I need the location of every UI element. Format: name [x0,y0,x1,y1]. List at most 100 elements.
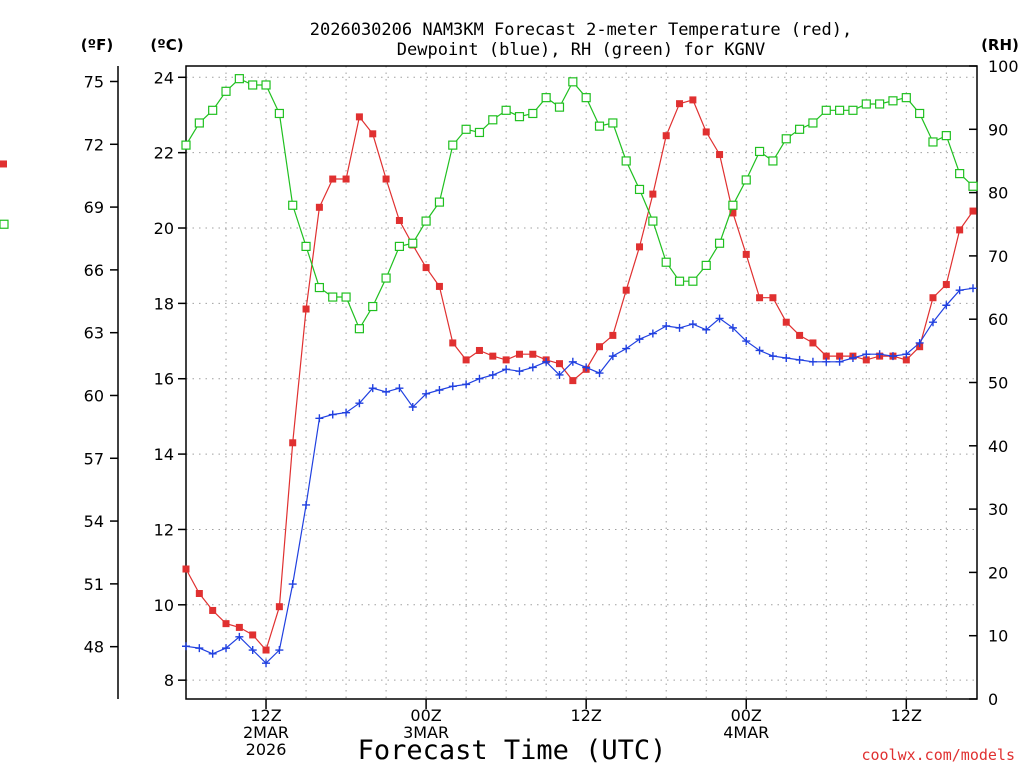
rh-point [0,219,9,229]
temperature-point [195,590,203,597]
grid-lines [186,66,977,699]
rh-point [421,216,431,226]
time-tick-label: 00Z [410,706,441,725]
fahrenheit-tick-label: 69 [84,198,104,217]
fahrenheit-tick-label: 63 [84,324,104,343]
rh-point [835,105,845,115]
rh-point [221,86,231,96]
dewpoint-point [808,357,817,366]
dewpoint-point [502,365,511,374]
dewpoint-point [395,384,404,393]
rh-point [448,140,458,150]
rh-axis: 0 10 20 30 40 50 60 70 80 90 100 [969,57,1019,709]
temperature-point [969,207,977,215]
rh-point [368,301,378,312]
rh-point [594,121,605,131]
dewpoint-point [542,357,551,366]
temperature-point [0,160,7,168]
temperature-point [529,350,537,358]
temperature-point [435,282,443,290]
temperature-point [515,350,523,358]
temperature-point [729,209,737,217]
dewpoint-point [302,500,311,509]
dewpoint-point [248,646,257,655]
dewpoint-point [728,323,737,332]
fahrenheit-axis: 48 51 54 57 60 63 66 69 72 75 [84,72,118,657]
rh-tick-label: 70 [988,247,1008,266]
rh-point [381,273,391,283]
rh-point [701,260,711,270]
temperature-point [769,294,777,302]
time-tick-label: 2MAR [243,723,289,742]
temperature-point [235,623,243,631]
temperature-point [809,339,817,347]
celsius-tick-label: 10 [154,596,174,615]
dewpoint-point [928,318,937,327]
temperature-point [862,356,870,364]
rh-point [901,93,911,103]
rh-tick-label: 30 [988,500,1008,519]
dewpoint-point [955,286,964,295]
temperature-point [836,352,844,360]
rh-line [185,77,974,331]
rh-point [848,105,858,115]
dewpoint-point [662,321,671,330]
dewpoint-point [568,357,577,366]
rh-point [621,156,631,166]
rh-point [955,169,965,179]
rh-tick-label: 0 [988,690,998,709]
fahrenheit-tick-label: 75 [84,72,104,91]
temperature-point [902,356,910,364]
rh-point [301,241,311,252]
rh-point [581,93,591,103]
temperature-point [475,346,483,354]
rh-tick-label: 10 [988,627,1008,646]
dewpoint-point [222,644,231,653]
dewpoint-point [382,387,391,396]
fahrenheit-tick-label: 60 [84,386,104,405]
rh-point [741,175,751,185]
rh-point [728,200,738,210]
fahrenheit-tick-label: 51 [84,575,104,594]
dewpoint-point [635,335,644,344]
dewpoint-point [848,354,857,363]
rh-point [861,99,871,109]
temperature-point [395,216,403,224]
temperature-point [449,339,457,347]
dewpoint-point [515,367,524,376]
dewpoint-series [182,284,977,668]
rh-point [875,99,885,109]
rh-point [915,108,925,119]
site-credit: coolwx.com/models [861,746,1015,764]
fahrenheit-tick-label: 54 [84,512,104,531]
rh-point [714,238,725,248]
temperature-point [796,331,804,339]
temperature-point [649,190,657,198]
temperature-point [382,175,390,183]
temperature-point [609,331,617,339]
rh-tick-label: 90 [988,120,1008,139]
temperature-point [929,294,937,302]
dewpoint-point [782,354,791,363]
dewpoint-point [902,350,911,359]
dewpoint-point [555,370,564,379]
x-axis-title: Forecast Time (UTC) [358,735,667,766]
dewpoint-point [968,284,977,293]
rh-point [181,140,191,150]
rh-point [461,124,471,134]
temperature-point [275,603,283,611]
temperature-point [676,100,684,108]
dewpoint-point [448,382,457,391]
time-tick-label: 12Z [891,706,922,725]
dewpoint-point [488,370,497,379]
dewpoint-point [435,386,444,395]
time-tick-label: 00Z [731,706,762,725]
temperature-line [185,99,974,652]
celsius-tick-label: 18 [154,294,174,313]
dewpoint-point [315,414,324,423]
temperature-point [302,305,310,313]
series-layer [0,75,978,668]
rh-point [608,118,618,128]
rh-tick-label: 20 [988,563,1008,582]
